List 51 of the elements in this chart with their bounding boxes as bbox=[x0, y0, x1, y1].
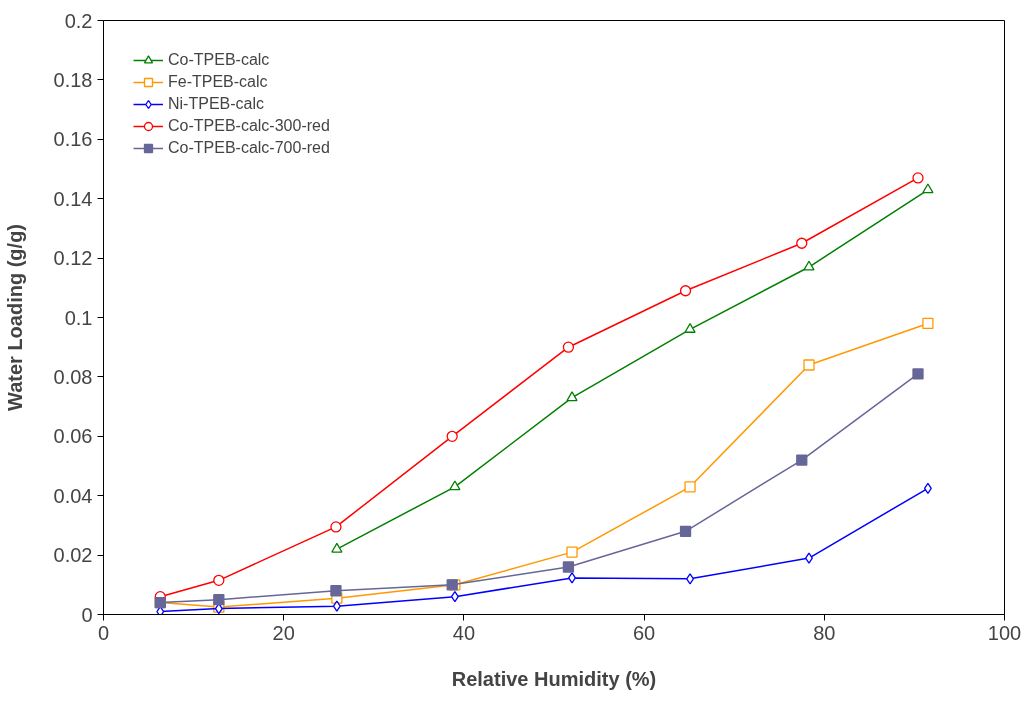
legend-label: Co-TPEB-calc-700-red bbox=[168, 139, 330, 157]
point bbox=[912, 368, 924, 380]
x-axis-title: Relative Humidity (%) bbox=[451, 667, 657, 690]
point bbox=[562, 341, 575, 353]
point bbox=[686, 573, 695, 585]
point bbox=[922, 317, 934, 330]
point bbox=[679, 525, 692, 537]
legend-label: Co-TPEB-calc bbox=[168, 51, 270, 69]
point bbox=[923, 482, 932, 494]
x-tick-label: 100 bbox=[987, 621, 1022, 644]
point bbox=[332, 600, 341, 612]
point bbox=[796, 454, 808, 466]
point bbox=[449, 480, 461, 491]
point bbox=[331, 542, 343, 553]
point bbox=[803, 260, 815, 271]
point bbox=[566, 546, 578, 558]
point bbox=[796, 237, 808, 249]
x-tick-label: 20 bbox=[272, 621, 295, 644]
point bbox=[330, 585, 342, 597]
y-tick-label: 0.2 bbox=[64, 9, 93, 32]
point bbox=[213, 574, 225, 586]
x-tick-label: 60 bbox=[632, 621, 656, 644]
point bbox=[562, 561, 575, 573]
point bbox=[922, 183, 934, 194]
y-tick-label: 0.16 bbox=[53, 128, 93, 151]
point bbox=[684, 322, 696, 333]
point bbox=[803, 359, 815, 371]
y-tick-label: 0.06 bbox=[53, 425, 93, 448]
legend-label: Co-TPEB-calc-300-red bbox=[168, 117, 330, 135]
y-tick-label: 0.18 bbox=[53, 68, 93, 91]
point bbox=[566, 391, 578, 402]
point bbox=[446, 430, 458, 442]
y-axis-title: Water Loading (g/g) bbox=[3, 223, 26, 412]
point bbox=[450, 591, 459, 603]
x-tick-label: 80 bbox=[813, 621, 836, 644]
legend-label: Fe-TPEB-calc bbox=[168, 73, 268, 91]
x-tick-label: 0 bbox=[97, 621, 110, 644]
y-tick-label: 0.12 bbox=[53, 247, 93, 270]
y-tick-label: 0.1 bbox=[64, 306, 93, 329]
y-tick-label: 0.02 bbox=[53, 544, 93, 567]
y-tick-label: 0.08 bbox=[53, 365, 93, 388]
y-tick-label: 0 bbox=[81, 603, 93, 626]
point bbox=[213, 594, 225, 606]
point bbox=[679, 285, 692, 297]
point bbox=[330, 521, 342, 533]
point bbox=[684, 481, 696, 493]
x-tick-label: 40 bbox=[452, 621, 476, 644]
legend-label: Ni-TPEB-calc bbox=[168, 95, 265, 113]
y-tick-label: 0.14 bbox=[53, 187, 93, 210]
y-tick-label: 0.04 bbox=[53, 484, 93, 507]
point bbox=[912, 172, 924, 184]
